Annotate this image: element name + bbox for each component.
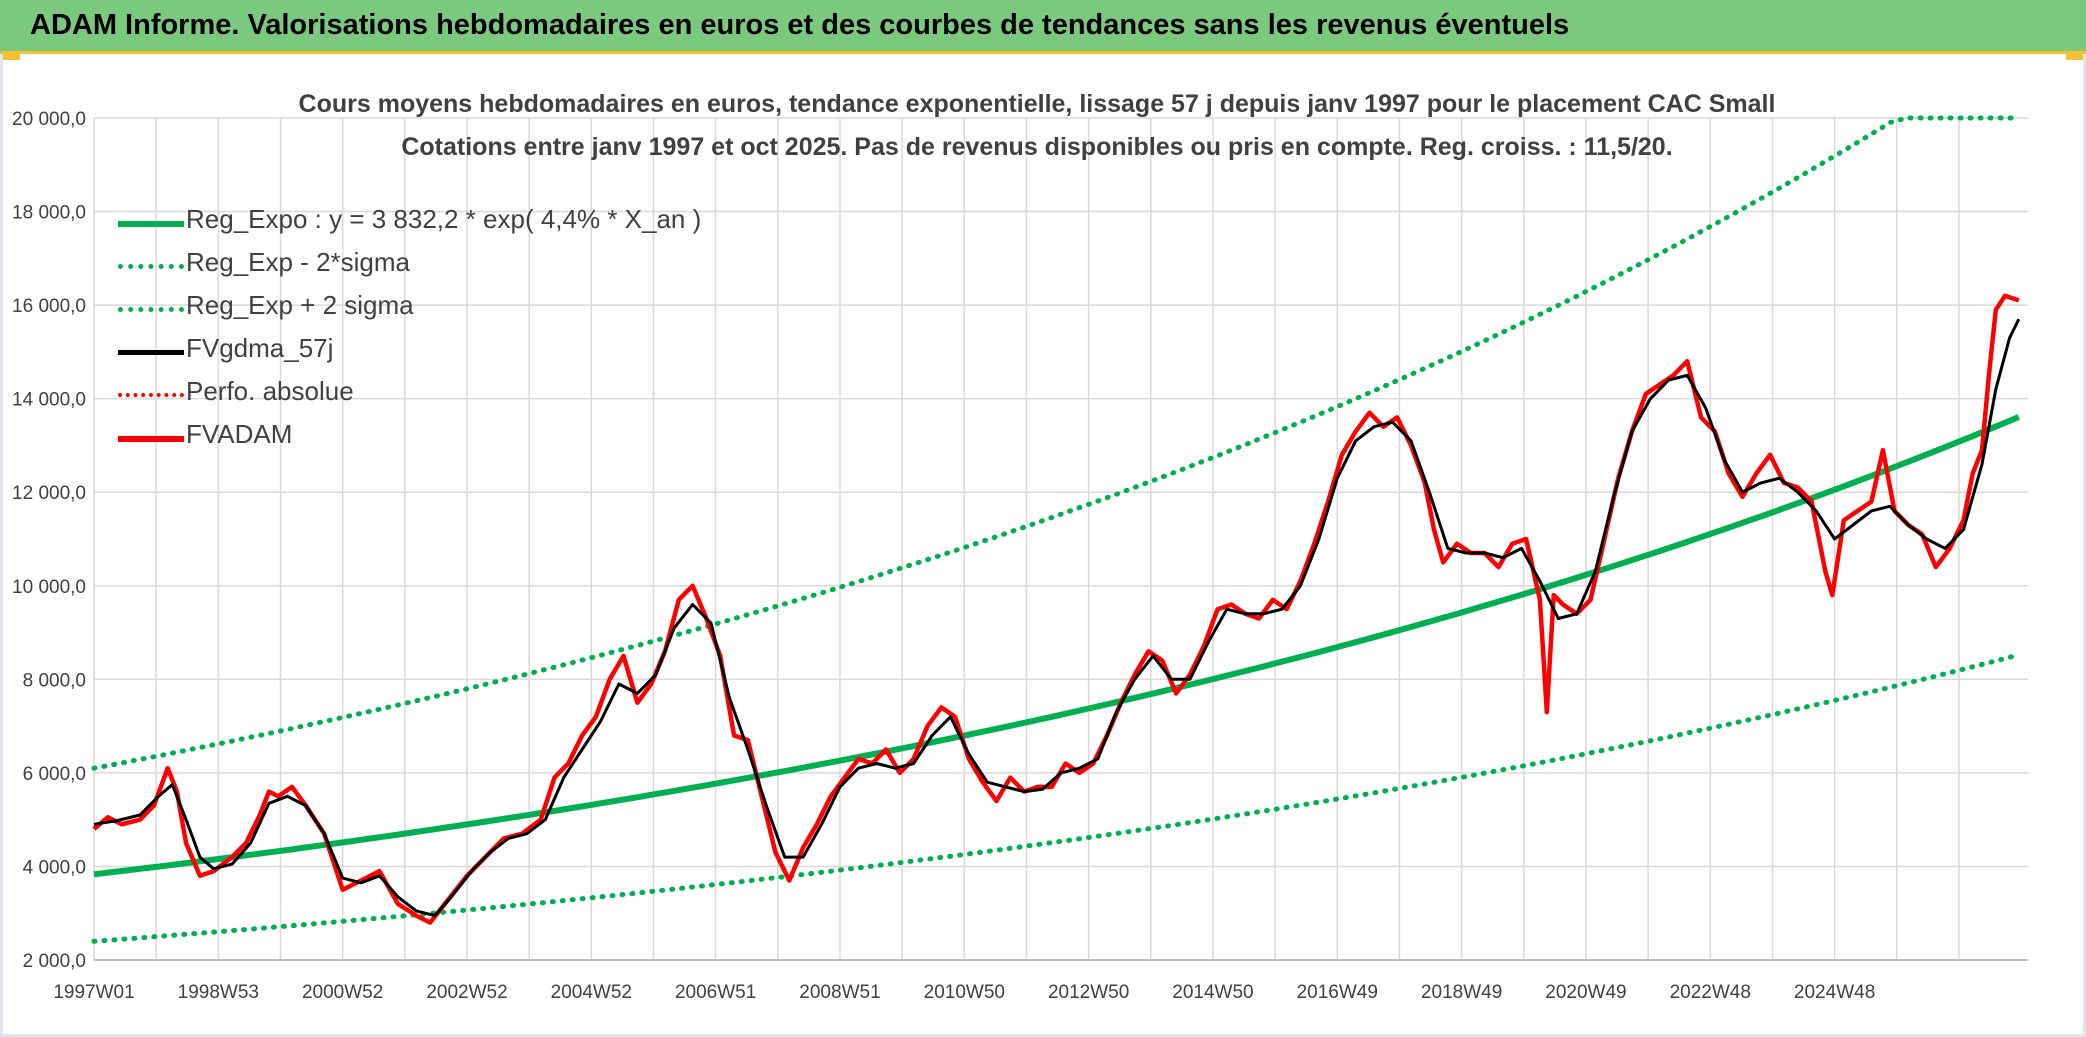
series-fvadam — [92, 293, 2020, 925]
x-tick-label: 2020W49 — [1545, 982, 1626, 1003]
y-tick-label: 14 000,0 — [12, 390, 86, 411]
x-tick-label: 2000W52 — [302, 982, 383, 1003]
y-tick-label: 20 000,0 — [12, 109, 86, 130]
corner-accent-left — [0, 54, 20, 60]
legend-label-reg-exp-plus: Reg_Exp + 2 sigma — [186, 290, 414, 320]
x-tick-label: 2008W51 — [799, 982, 880, 1003]
x-tick-label: 2016W49 — [1297, 982, 1378, 1003]
x-tick-label: 2002W52 — [426, 982, 507, 1003]
legend-swatch-reg-exp-plus — [118, 307, 184, 312]
legend-swatch-perfo — [118, 393, 184, 397]
series-reg-exp-plus-2sigma — [91, 115, 2022, 771]
series-layer — [91, 115, 2022, 944]
y-tick-label: 18 000,0 — [12, 203, 86, 224]
x-axis: 1997W01 1998W53 2000W52 2002W52 2004W52 2006W… — [53, 982, 1875, 1003]
y-axis: 2 000,0 4 000,0 6 000,0 8 000,0 10 000,0 12 0… — [12, 109, 86, 972]
legend-label-reg-exp-minus: Reg_Exp - 2*sigma — [186, 247, 410, 277]
series-reg-exp-minus-2sigma — [91, 652, 2022, 944]
x-tick-label: 2010W50 — [924, 982, 1005, 1003]
chart-title-line-1: Cours moyens hebdomadaires en euros, ten… — [299, 90, 1776, 118]
legend-swatch-fvadam — [118, 436, 184, 442]
header-banner: ADAM Informe. Valorisations hebdomadaire… — [0, 0, 2086, 54]
y-tick-label: 6 000,0 — [23, 764, 86, 785]
series-reg-expo — [93, 414, 2020, 878]
frame-left — [0, 54, 3, 1037]
frame-right — [2083, 54, 2086, 1037]
legend-swatch-reg-exp-minus — [118, 264, 184, 269]
frame-bottom — [0, 1034, 2086, 1037]
x-tick-label: 2018W49 — [1421, 982, 1502, 1003]
x-tick-label: 2012W50 — [1048, 982, 1129, 1003]
x-tick-label: 2004W52 — [551, 982, 632, 1003]
series-fvgdma — [93, 318, 2021, 918]
x-tick-label: 1997W01 — [53, 982, 134, 1003]
x-tick-label: 2014W50 — [1172, 982, 1253, 1003]
legend-swatch-fvgdma — [118, 350, 184, 355]
y-tick-label: 4 000,0 — [23, 857, 86, 878]
legend-swatch-reg-expo — [118, 221, 184, 227]
x-tick-label: 2022W48 — [1670, 982, 1751, 1003]
corner-accent-right — [2066, 54, 2086, 60]
y-tick-label: 8 000,0 — [23, 670, 86, 691]
x-tick-label: 2006W51 — [675, 982, 756, 1003]
legend-label-reg-expo: Reg_Expo : y = 3 832,2 * exp( 4,4% * X_a… — [186, 204, 702, 234]
y-tick-label: 2 000,0 — [23, 951, 86, 972]
chart-grid — [93, 117, 2028, 961]
page-title: ADAM Informe. Valorisations hebdomadaire… — [30, 9, 1570, 41]
x-tick-label: 2024W48 — [1794, 982, 1875, 1003]
y-tick-label: 12 000,0 — [12, 483, 86, 504]
y-tick-label: 10 000,0 — [12, 577, 86, 598]
chart-title-line-2: Cotations entre janv 1997 et oct 2025. P… — [401, 133, 1672, 161]
legend-label-fvgdma: FVgdma_57j — [186, 333, 334, 363]
legend-label-perfo: Perfo. absolue — [186, 376, 354, 406]
x-tick-label: 1998W53 — [178, 982, 259, 1003]
legend-label-fvadam: FVADAM — [186, 419, 293, 449]
y-tick-label: 16 000,0 — [12, 296, 86, 317]
